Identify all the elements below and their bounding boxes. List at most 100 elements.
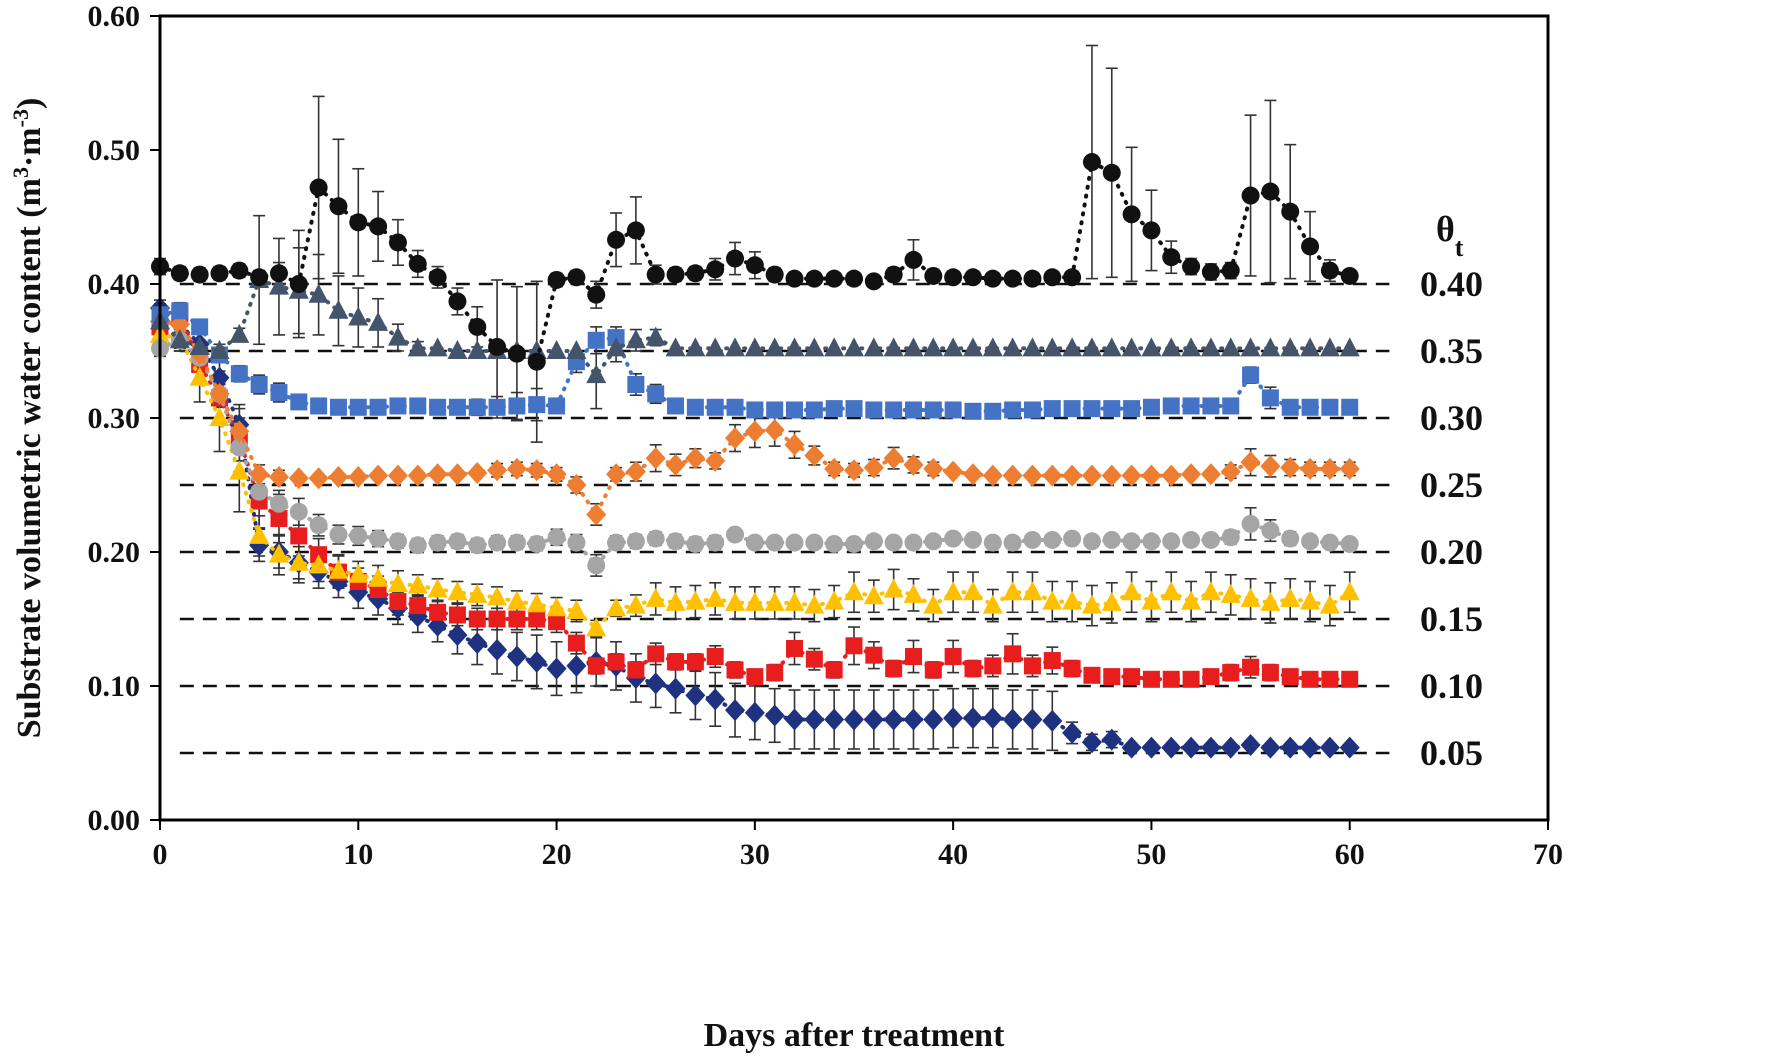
data-point [447, 581, 468, 601]
data-point [210, 264, 229, 283]
data-point [1182, 257, 1201, 276]
data-point [606, 597, 627, 617]
y-tick-label: 0.10 [88, 670, 141, 703]
data-point [863, 585, 884, 605]
data-point [309, 178, 328, 197]
data-point [191, 318, 209, 336]
data-point [1201, 530, 1220, 549]
data-point [1121, 736, 1142, 759]
data-point [824, 457, 845, 480]
data-point [1161, 581, 1182, 601]
data-point [1240, 587, 1261, 607]
data-point [1022, 464, 1043, 487]
errorbars-0-40 [154, 44, 1336, 443]
data-point [924, 661, 942, 679]
data-point [982, 707, 1003, 730]
data-point [506, 645, 527, 668]
data-point [804, 444, 825, 467]
data-point [508, 610, 526, 628]
data-point [705, 337, 726, 357]
data-point [885, 401, 903, 419]
data-point [1202, 397, 1220, 415]
data-point [427, 578, 448, 598]
data-point [288, 467, 309, 490]
data-point [1042, 590, 1063, 610]
data-point [1002, 464, 1023, 487]
data-point [1222, 397, 1240, 415]
data-point [230, 261, 249, 280]
data-point [1182, 530, 1201, 549]
data-point [1301, 398, 1319, 416]
data-point [387, 464, 408, 487]
data-point [369, 217, 388, 236]
threshold-lines [179, 282, 1390, 755]
x-axis-title: Days after treatment [704, 1017, 1006, 1054]
data-point [784, 591, 805, 611]
data-point [1141, 590, 1162, 610]
data-point [944, 401, 962, 419]
data-point [665, 591, 686, 611]
data-point [883, 447, 904, 470]
data-point [447, 463, 468, 486]
data-point [1081, 464, 1102, 487]
data-point [407, 464, 428, 487]
data-point [548, 613, 566, 631]
data-point [686, 398, 704, 416]
data-point [1062, 464, 1083, 487]
data-point [685, 590, 706, 610]
data-point [310, 397, 328, 415]
data-point [944, 268, 963, 287]
data-point [805, 650, 823, 668]
data-point [824, 708, 845, 731]
data-point [923, 594, 944, 614]
data-point [429, 398, 447, 416]
data-point [468, 536, 487, 555]
data-point [1242, 658, 1260, 676]
data-point [1101, 337, 1122, 357]
data-point [1161, 736, 1182, 759]
data-point [646, 529, 665, 548]
data-point [1301, 532, 1320, 551]
x-tick-label: 70 [1533, 838, 1563, 871]
data-point [1141, 464, 1162, 487]
data-point [726, 249, 745, 268]
data-point [348, 563, 369, 583]
data-point [289, 275, 308, 293]
data-point [744, 591, 765, 611]
data-point [665, 337, 686, 357]
data-point [250, 376, 268, 393]
data-point [1320, 261, 1339, 280]
data-point [825, 400, 843, 418]
data-point [625, 594, 646, 614]
data-point [685, 337, 706, 357]
data-point [1022, 337, 1043, 357]
data-point [744, 420, 765, 443]
data-point [745, 533, 764, 552]
data-point [427, 337, 448, 357]
data-point [845, 400, 863, 418]
data-point [1062, 337, 1083, 357]
data-series [150, 153, 1360, 759]
data-point [368, 464, 389, 487]
data-point [904, 648, 922, 666]
data-point [526, 459, 547, 482]
data-point [1004, 401, 1022, 419]
series-0-25 [150, 310, 1360, 526]
data-point [645, 672, 666, 695]
data-point [408, 536, 427, 555]
data-point [943, 581, 964, 601]
data-point [506, 590, 527, 610]
data-point [1063, 268, 1082, 287]
data-point [645, 587, 666, 607]
data-point [1200, 736, 1221, 759]
data-point [407, 574, 428, 594]
data-point [607, 230, 626, 249]
data-point [586, 364, 607, 384]
data-point [1260, 337, 1281, 357]
data-point [824, 337, 845, 357]
data-point [1081, 731, 1102, 754]
data-point [1083, 666, 1101, 684]
data-point [209, 382, 230, 405]
data-point [1341, 398, 1359, 416]
y-tick-label: 0.00 [88, 804, 141, 837]
